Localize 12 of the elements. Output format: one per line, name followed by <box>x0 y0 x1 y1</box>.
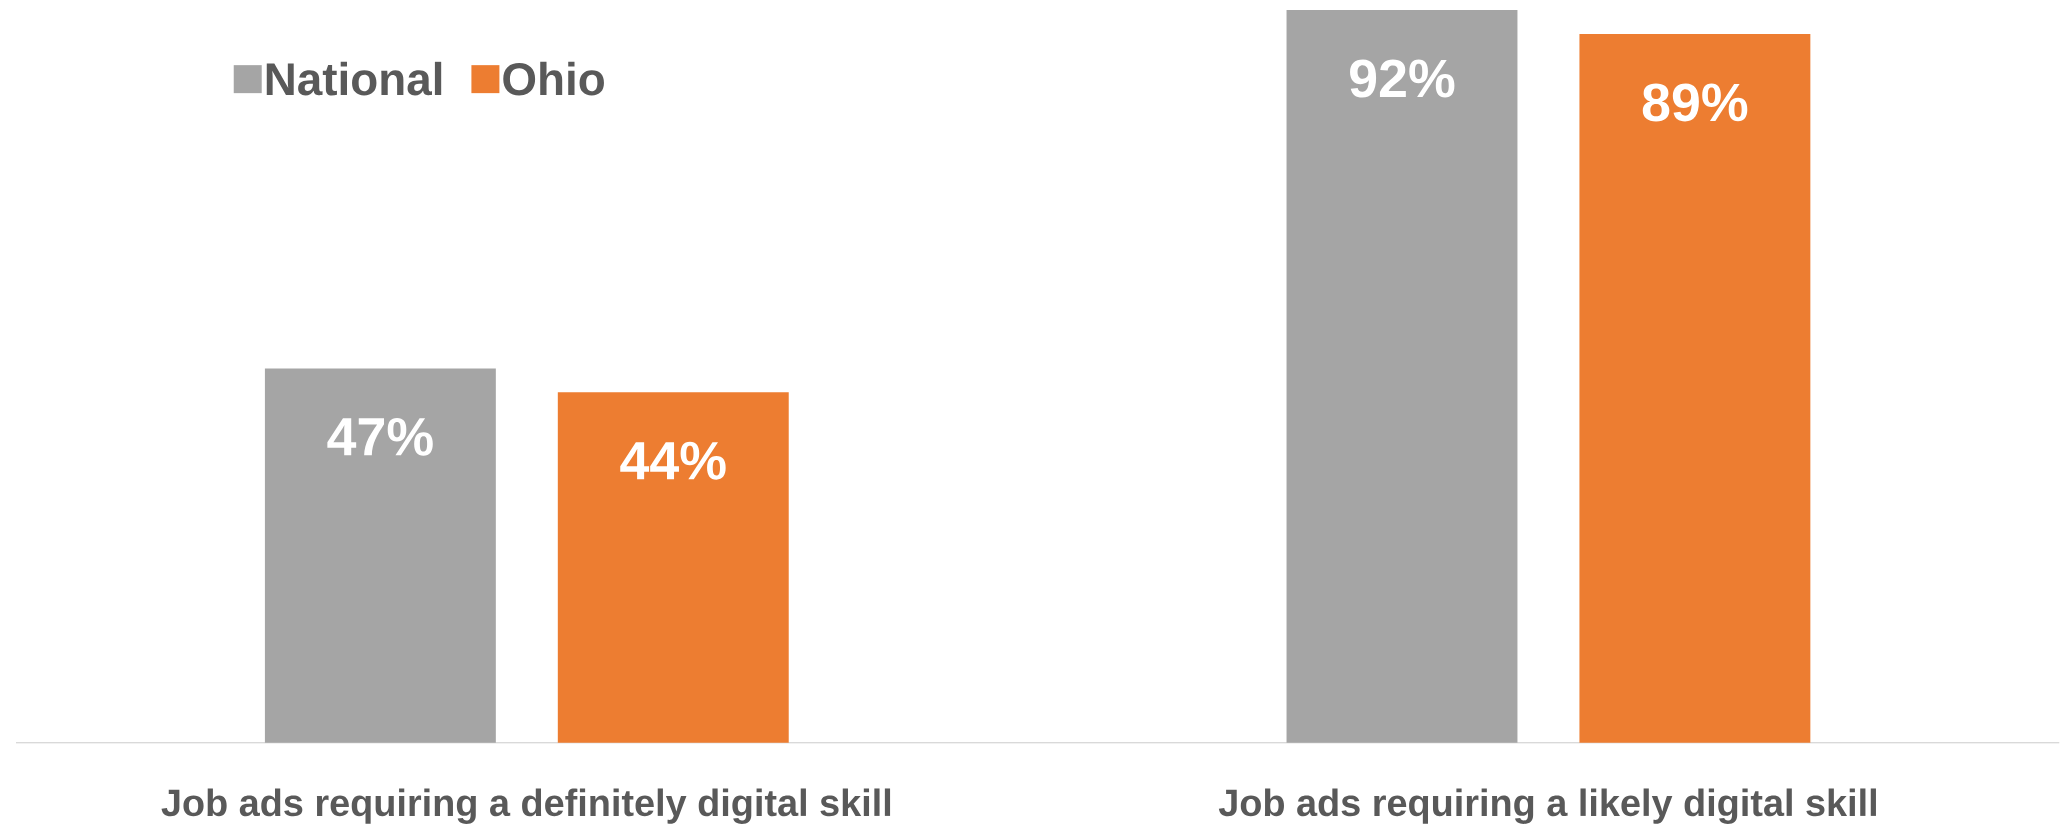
bar <box>557 392 789 743</box>
data-label: 89% <box>1642 83 1748 122</box>
data-label: 44% <box>620 441 726 480</box>
data-label: 92% <box>1350 59 1455 98</box>
bar <box>1579 34 1811 743</box>
data-label: 47% <box>327 418 433 456</box>
legend-label: National <box>266 61 442 96</box>
x-tick-label: Job ads requiring a likely digital skill <box>1218 788 1876 825</box>
bar <box>1286 10 1518 743</box>
bar <box>264 368 496 743</box>
x-tick-label: Job ads requiring a definitely digital skill <box>161 788 891 825</box>
legend-label: Ohio <box>503 61 604 96</box>
